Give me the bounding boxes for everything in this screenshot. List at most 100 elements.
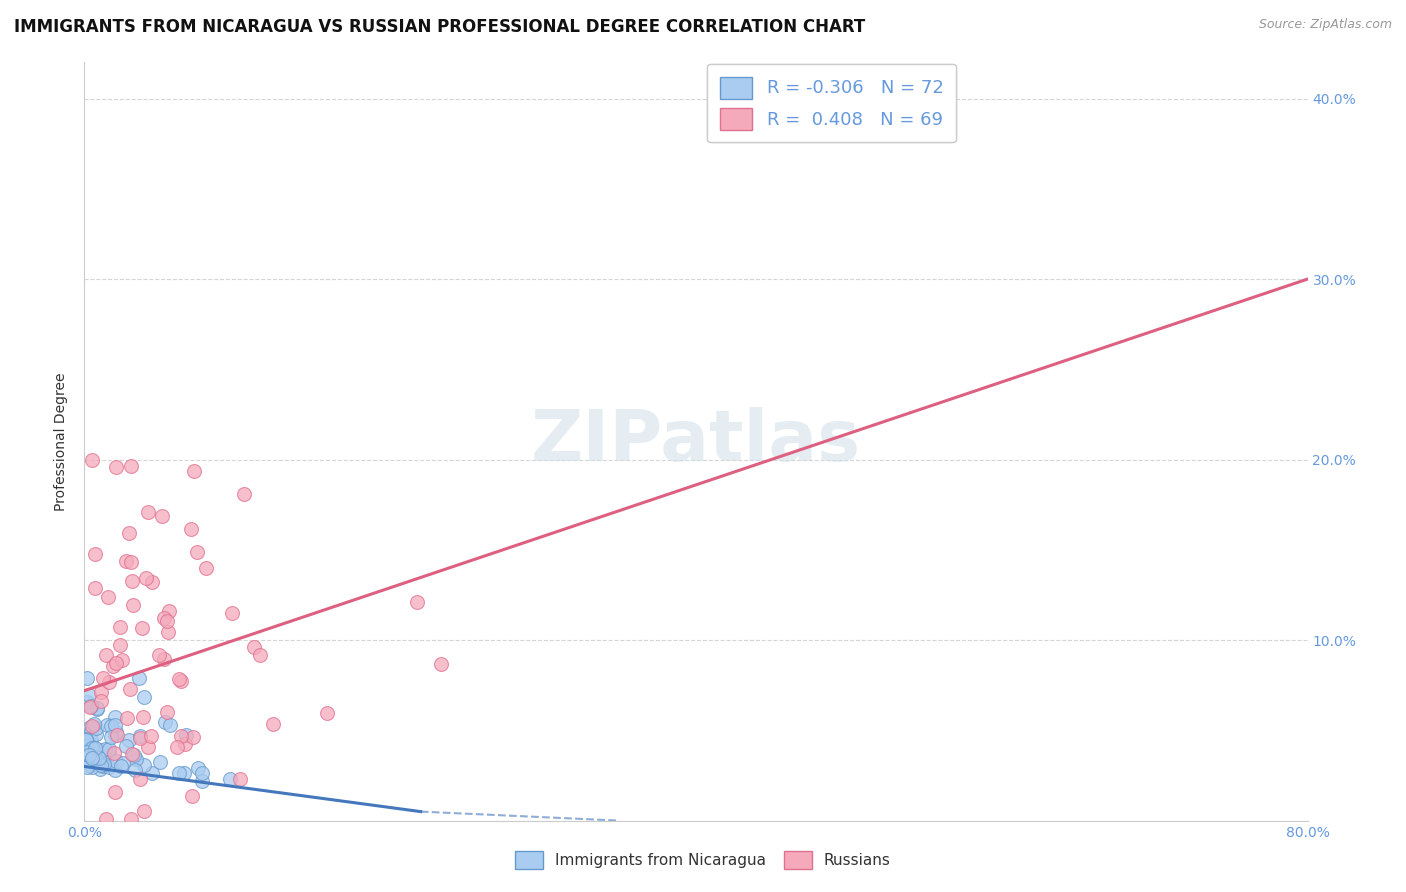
Point — [89, 743, 111, 757]
Point — [262, 717, 284, 731]
Point — [89, 751, 111, 765]
Point — [120, 555, 142, 569]
Point — [84, 741, 107, 756]
Point — [134, 804, 156, 818]
Point — [86, 702, 108, 716]
Point — [91, 672, 114, 686]
Point — [90, 758, 112, 772]
Point — [405, 595, 427, 609]
Point — [105, 728, 128, 742]
Point — [75, 732, 97, 747]
Point — [174, 728, 197, 742]
Point — [101, 658, 124, 673]
Point — [186, 545, 208, 559]
Point — [94, 812, 117, 826]
Point — [100, 719, 122, 733]
Point — [79, 758, 101, 772]
Point — [191, 774, 214, 789]
Point — [86, 754, 108, 768]
Point — [75, 732, 97, 747]
Point — [155, 705, 177, 719]
Point — [104, 785, 127, 799]
Point — [76, 695, 98, 709]
Point — [115, 711, 138, 725]
Point — [181, 731, 204, 745]
Point — [80, 741, 103, 756]
Point — [169, 729, 191, 743]
Point — [153, 652, 176, 666]
Point — [124, 764, 146, 778]
Point — [94, 648, 117, 662]
Point — [98, 742, 121, 756]
Point — [111, 653, 134, 667]
Text: IMMIGRANTS FROM NICARAGUA VS RUSSIAN PROFESSIONAL DEGREE CORRELATION CHART: IMMIGRANTS FROM NICARAGUA VS RUSSIAN PRO… — [14, 18, 865, 36]
Point — [93, 757, 115, 772]
Point — [121, 574, 143, 589]
Point — [76, 671, 98, 685]
Point — [80, 760, 103, 774]
Point — [94, 742, 117, 756]
Point — [83, 716, 105, 731]
Point — [75, 748, 97, 763]
Point — [139, 729, 162, 743]
Legend: R = -0.306   N = 72, R =  0.408   N = 69: R = -0.306 N = 72, R = 0.408 N = 69 — [707, 64, 956, 142]
Point — [128, 671, 150, 685]
Point — [80, 725, 103, 739]
Point — [141, 765, 163, 780]
Point — [104, 754, 127, 768]
Point — [118, 681, 141, 696]
Point — [120, 812, 142, 826]
Point — [90, 694, 112, 708]
Point — [148, 648, 170, 663]
Point — [84, 727, 107, 741]
Point — [96, 718, 118, 732]
Point — [167, 765, 190, 780]
Point — [135, 570, 157, 584]
Point — [159, 718, 181, 732]
Point — [128, 731, 150, 746]
Y-axis label: Professional Degree: Professional Degree — [55, 372, 69, 511]
Point — [103, 763, 125, 777]
Point — [228, 772, 250, 786]
Point — [132, 690, 155, 705]
Point — [84, 749, 107, 764]
Point — [104, 717, 127, 731]
Point — [110, 759, 132, 773]
Point — [157, 604, 180, 618]
Point — [86, 701, 108, 715]
Point — [79, 747, 101, 762]
Point — [232, 487, 254, 501]
Point — [191, 765, 214, 780]
Point — [121, 747, 143, 762]
Point — [79, 720, 101, 734]
Point — [82, 750, 104, 764]
Point — [249, 648, 271, 662]
Point — [132, 710, 155, 724]
Point — [84, 547, 107, 561]
Point — [221, 607, 243, 621]
Point — [122, 599, 145, 613]
Point — [93, 758, 115, 772]
Legend: Immigrants from Nicaragua, Russians: Immigrants from Nicaragua, Russians — [509, 845, 897, 875]
Point — [97, 674, 120, 689]
Point — [129, 729, 152, 743]
Point — [98, 746, 121, 760]
Point — [167, 672, 190, 686]
Point — [118, 732, 141, 747]
Point — [86, 755, 108, 769]
Point — [75, 745, 97, 759]
Point — [90, 684, 112, 698]
Point — [152, 611, 174, 625]
Point — [105, 725, 128, 739]
Point — [429, 657, 451, 672]
Point — [80, 453, 103, 467]
Point — [157, 624, 180, 639]
Point — [194, 561, 217, 575]
Point — [104, 656, 127, 670]
Point — [125, 752, 148, 766]
Point — [108, 620, 131, 634]
Point — [219, 772, 242, 787]
Point — [166, 740, 188, 755]
Point — [149, 755, 172, 769]
Point — [104, 710, 127, 724]
